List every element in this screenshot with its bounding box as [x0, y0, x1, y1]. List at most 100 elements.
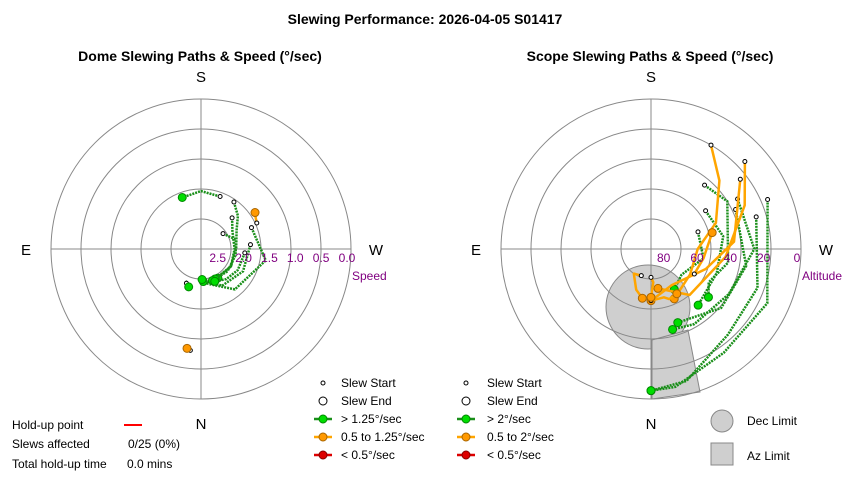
dec-limit-legend-label: Dec Limit	[747, 414, 798, 428]
dome-legend-label-slow: < 0.5°/sec	[341, 448, 395, 462]
scope-slew-end-point	[707, 228, 717, 238]
dome-compass-w: W	[369, 242, 384, 259]
holdup-point-label: Hold-up point	[12, 418, 84, 432]
scope-compass-s: S	[646, 69, 656, 86]
total-holdup-value: 0.0 mins	[127, 457, 172, 471]
scope-slew-path	[672, 198, 756, 331]
dome-slew-path	[214, 217, 236, 280]
scope-slew-path	[650, 292, 678, 302]
dome-legend-fast-marker	[318, 414, 328, 424]
scope-slew-path	[677, 209, 748, 324]
scope-slew-start-point	[702, 182, 708, 188]
scope-slew-start-point	[695, 229, 701, 235]
scope-slew-end-point	[673, 318, 683, 328]
dome-radial-tick-label: 2.5	[209, 251, 226, 265]
scope-compass-n: N	[646, 416, 657, 433]
page-title: Slewing Performance: 2026-04-05 S01417	[288, 11, 563, 27]
dome-slew-start-point	[248, 225, 254, 231]
scope-legend-start-marker	[463, 380, 469, 386]
dome-slew-start-point	[254, 220, 260, 226]
dome-radial-axis-label: Speed	[352, 269, 387, 283]
scope-legend-label-slew-start: Slew Start	[487, 376, 542, 390]
dome-slew-end-point	[184, 282, 194, 292]
dome-legend-label-slew-end: Slew End	[341, 394, 392, 408]
dome-slew-path	[216, 201, 240, 280]
scope-slew-end-point	[646, 386, 656, 396]
slews-affected-label: Slews affected	[12, 437, 90, 451]
scope-legend-label-medium: 0.5 to 2°/sec	[487, 430, 554, 444]
dome-slew-path	[211, 232, 238, 282]
scope-radial-tick-label: 40	[724, 251, 738, 265]
dome-legend-label-medium: 0.5 to 1.25°/sec	[341, 430, 425, 444]
dec-limit-legend-swatch	[710, 409, 734, 433]
dome-radial-tick-label: 1.5	[261, 251, 278, 265]
scope-legend-end-marker	[461, 396, 471, 406]
dome-compass-s: S	[196, 69, 206, 86]
dome-legend-label-slew-start: Slew Start	[341, 376, 396, 390]
dome-slew-start-point	[220, 231, 226, 237]
dome-slew-end-point	[210, 276, 220, 286]
scope-legend-label-slow: < 0.5°/sec	[487, 448, 541, 462]
scope-slew-start-point	[753, 214, 759, 220]
dome-slew-start-point	[247, 242, 253, 248]
dome-legend-label-fast: > 1.25°/sec	[341, 412, 402, 426]
dome-compass-n: N	[196, 416, 207, 433]
scope-slew-path	[650, 216, 759, 392]
scope-slew-path	[632, 272, 644, 299]
scope-slew-start-point	[648, 274, 654, 280]
dome-slew-start-point	[242, 250, 248, 256]
dome-chart-title: Dome Slewing Paths & Speed (°/sec)	[78, 48, 322, 64]
dome-slew-end-point	[250, 208, 260, 218]
scope-slew-end-point	[637, 293, 647, 303]
scope-compass-w: W	[819, 242, 834, 259]
dome-legend-medium-marker	[318, 432, 328, 442]
scope-radial-tick-label: 0	[794, 251, 801, 265]
dome-radial-tick-label: 1.0	[287, 251, 304, 265]
az-limit-legend-label: Az Limit	[747, 449, 790, 463]
dome-legend-start-marker	[320, 380, 326, 386]
scope-radial-axis-label: Altitude	[802, 269, 842, 283]
dome-slew-start-point	[229, 215, 235, 221]
scope-slew-path	[693, 232, 714, 275]
scope-slew-path	[650, 199, 769, 392]
scope-legend-slow-marker	[461, 450, 471, 460]
scope-legend-fast-marker	[461, 414, 471, 424]
scope-slew-start-point	[638, 273, 644, 279]
dome-slew-start-point	[217, 194, 223, 200]
scope-plot-area	[500, 98, 802, 400]
scope-slew-path	[703, 184, 730, 298]
scope-slew-start-point	[742, 158, 748, 164]
dome-plot-area	[50, 98, 352, 400]
dome-radial-tick-label: 2.0	[235, 251, 252, 265]
dome-slew-path	[181, 189, 221, 199]
dome-slew-end-point	[177, 192, 187, 202]
scope-slew-end-point	[693, 300, 703, 310]
dome-slew-start-point	[231, 199, 237, 205]
dome-radial-tick-label: 0.0	[339, 251, 356, 265]
dome-slew-end-point	[197, 274, 207, 284]
scope-slew-start-point	[703, 208, 709, 214]
scope-slew-path	[650, 179, 742, 302]
scope-slew-end-point	[653, 283, 663, 293]
scope-legend-label-slew-end: Slew End	[487, 394, 538, 408]
scope-slew-start-point	[737, 176, 743, 182]
scope-legend-medium-marker	[461, 432, 471, 442]
scope-radial-tick-label: 80	[657, 251, 671, 265]
scope-compass-e: E	[471, 242, 481, 259]
dome-legend-end-marker	[318, 396, 328, 406]
scope-slew-start-point	[708, 142, 714, 148]
scope-slew-end-point	[646, 292, 656, 302]
dome-radial-tick-label: 0.5	[313, 251, 330, 265]
scope-slew-end-point	[668, 324, 678, 334]
scope-legend-label-fast: > 2°/sec	[487, 412, 531, 426]
dome-compass-e: E	[21, 242, 31, 259]
slews-affected-value: 0/25 (0%)	[128, 437, 180, 451]
total-holdup-label: Total hold-up time	[12, 457, 107, 471]
az-limit-legend-swatch	[710, 442, 734, 466]
scope-radial-tick-label: 60	[690, 251, 704, 265]
scope-radial-tick-label: 20	[757, 251, 771, 265]
dome-slew-end-point	[182, 343, 192, 353]
az-limit-region	[651, 329, 701, 400]
dome-legend-slow-marker	[318, 450, 328, 460]
